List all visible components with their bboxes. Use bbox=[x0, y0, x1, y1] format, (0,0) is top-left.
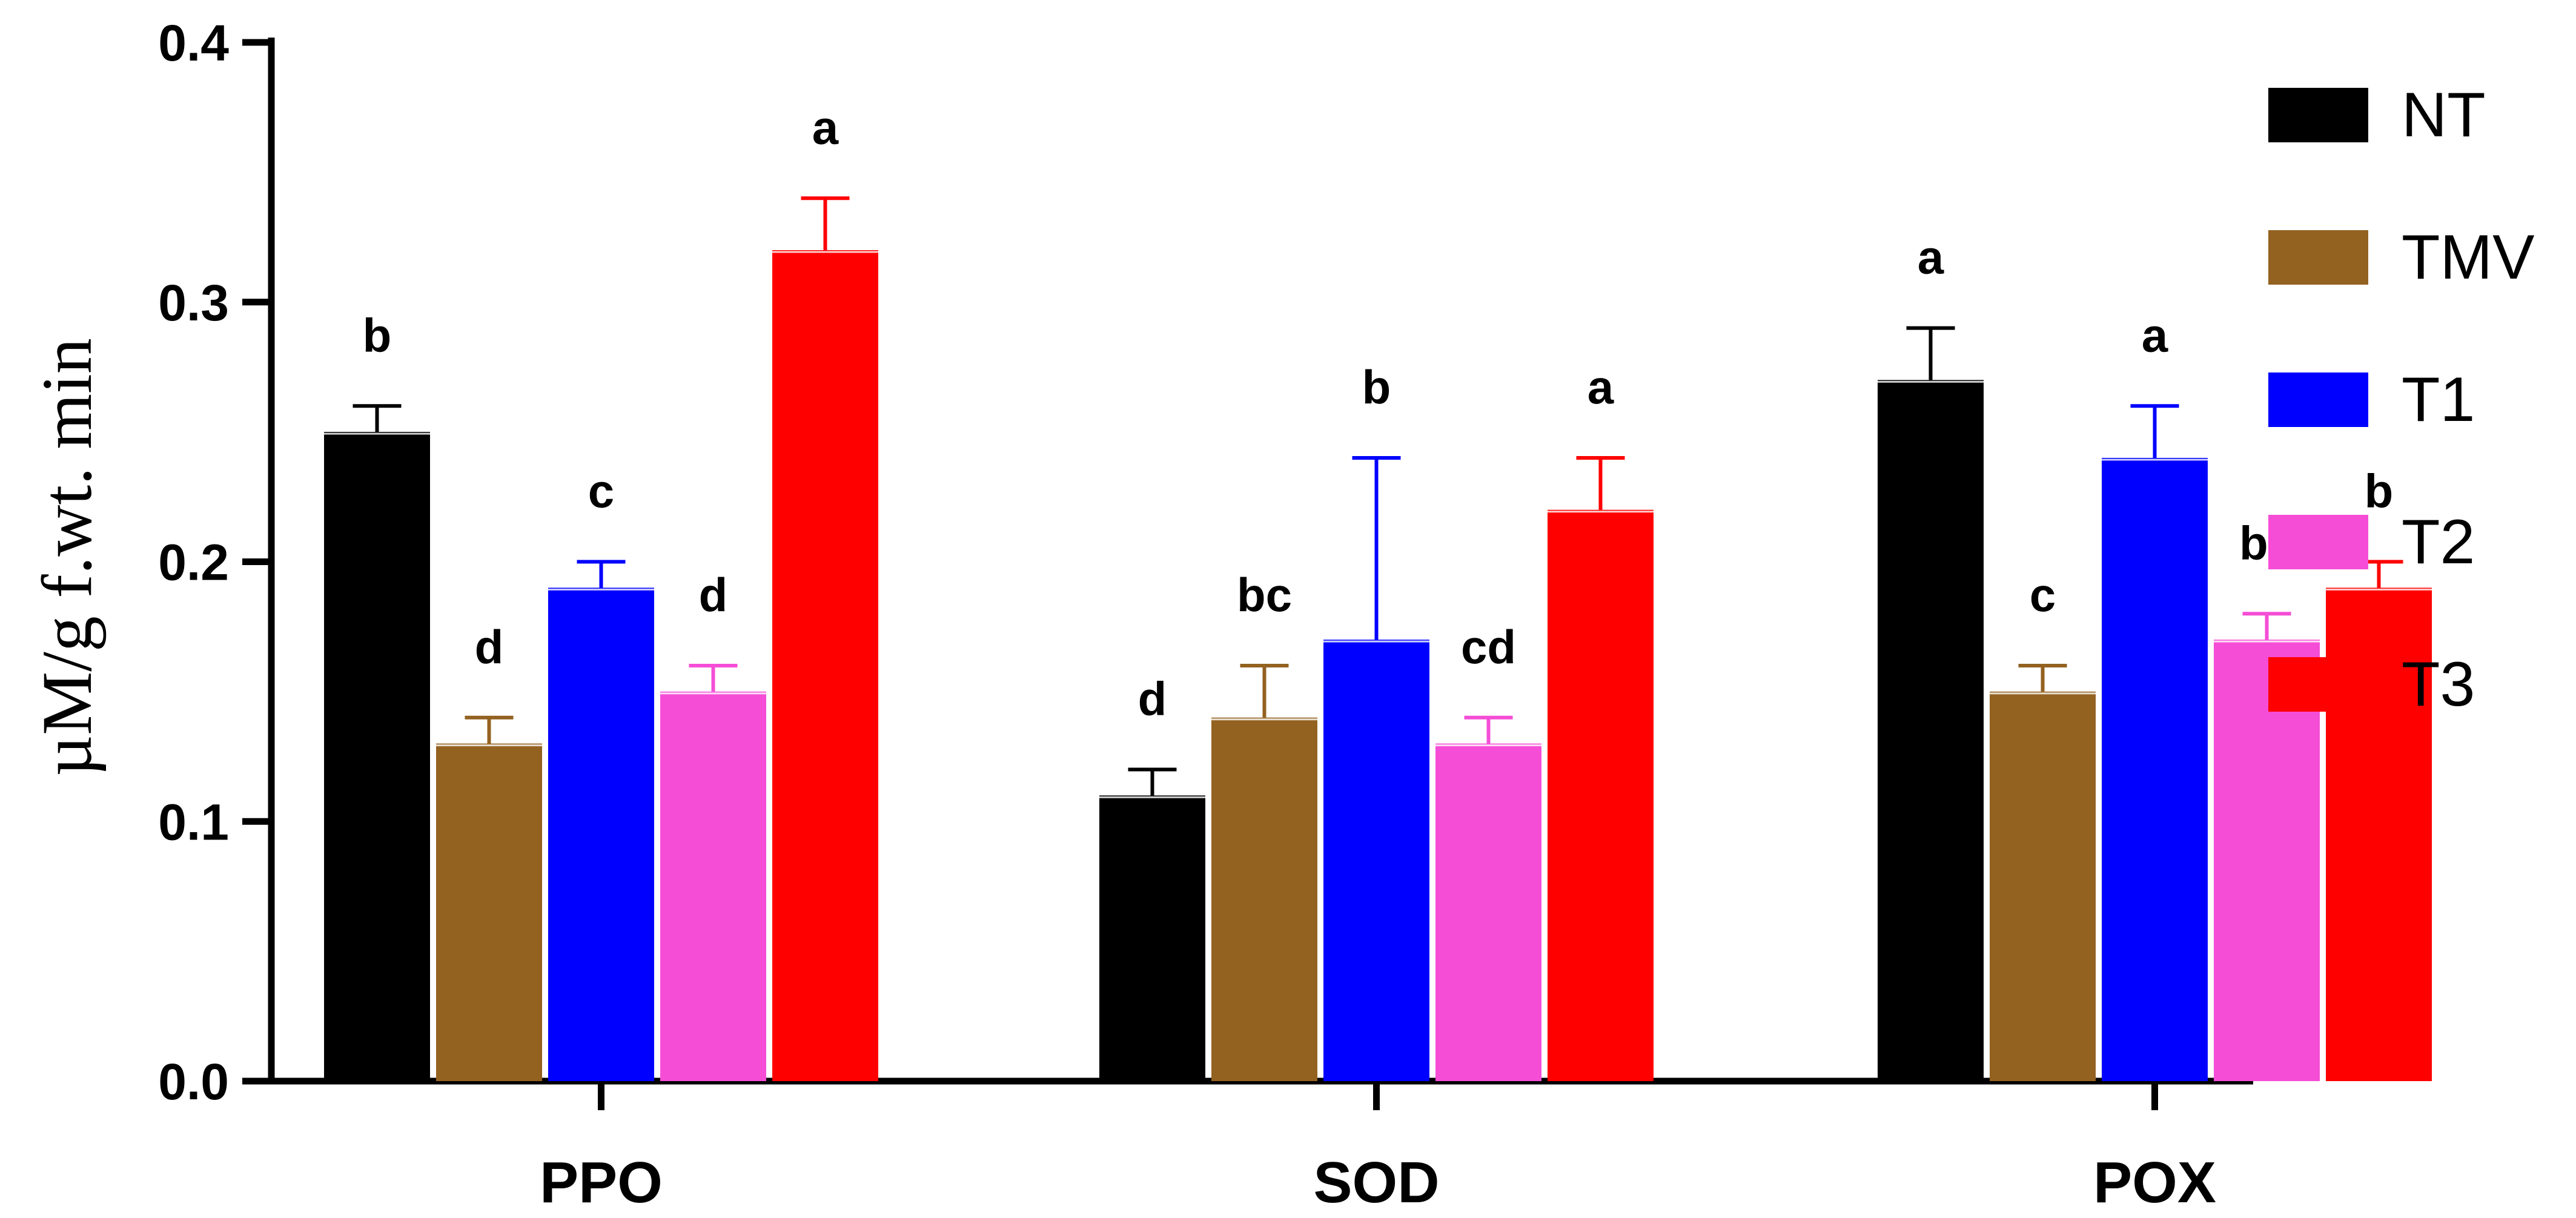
bar-t3-sod bbox=[1548, 509, 1654, 1081]
legend: NT TMV T1 T2 T3 bbox=[2268, 80, 2535, 720]
x-tick-label-ppo: PPO bbox=[540, 1150, 663, 1215]
y-tick-label: 0.0 bbox=[158, 1053, 229, 1110]
legend-label-nt: NT bbox=[2402, 80, 2486, 150]
x-tick-label-pox: POX bbox=[2093, 1150, 2216, 1215]
bar-t2-ppo bbox=[660, 691, 766, 1081]
legend-swatch-nt bbox=[2268, 88, 2368, 142]
legend-label-t2: T2 bbox=[2402, 507, 2475, 577]
bar-tmv-ppo bbox=[436, 743, 542, 1081]
significance-label-tmv-ppo: d bbox=[475, 620, 504, 674]
significance-label-t1-sod: b bbox=[1362, 360, 1391, 414]
legend-swatch-t2 bbox=[2268, 515, 2368, 569]
x-tick-label-sod: SOD bbox=[1313, 1150, 1439, 1215]
significance-label-nt-sod: d bbox=[1138, 672, 1167, 726]
legend-swatch-tmv bbox=[2268, 230, 2368, 285]
bar-nt-pox bbox=[1878, 380, 1984, 1081]
significance-label-nt-pox: a bbox=[1918, 231, 1944, 284]
significance-label-tmv-sod: bc bbox=[1237, 568, 1292, 621]
legend-label-t3: T3 bbox=[2402, 649, 2475, 720]
significance-label-t1-ppo: c bbox=[588, 465, 614, 518]
legend-swatch-t3 bbox=[2268, 657, 2368, 712]
legend-swatch-t1 bbox=[2268, 372, 2368, 427]
y-tick-label: 0.1 bbox=[158, 793, 229, 850]
bar-nt-sod bbox=[1099, 795, 1205, 1081]
bar-t2-sod bbox=[1435, 743, 1541, 1081]
significance-label-t1-pox: a bbox=[2142, 308, 2168, 362]
bar-t3-ppo bbox=[772, 250, 878, 1081]
significance-label-nt-ppo: b bbox=[363, 308, 392, 362]
bar-tmv-sod bbox=[1211, 717, 1317, 1081]
significance-label-t2-sod: cd bbox=[1461, 620, 1516, 674]
bar-tmv-pox bbox=[1990, 691, 2096, 1081]
y-tick-label: 0.3 bbox=[158, 274, 229, 331]
bar-t2-pox bbox=[2214, 640, 2320, 1081]
y-axis-label: µM/g f.wt. min bbox=[27, 338, 107, 776]
legend-label-t1: T1 bbox=[2402, 365, 2475, 435]
significance-label-t2-ppo: d bbox=[699, 568, 728, 621]
bar-t1-pox bbox=[2102, 458, 2208, 1081]
significance-label-t3-pox: b bbox=[2365, 465, 2394, 518]
y-tick-label: 0.2 bbox=[158, 534, 229, 591]
significance-label-t3-sod: a bbox=[1588, 360, 1614, 414]
bar-t1-ppo bbox=[548, 587, 654, 1081]
bar-nt-ppo bbox=[324, 432, 430, 1081]
bar-t1-sod bbox=[1323, 640, 1429, 1081]
significance-label-t3-ppo: a bbox=[812, 101, 839, 154]
legend-label-tmv: TMV bbox=[2402, 222, 2535, 293]
y-tick-label: 0.4 bbox=[158, 15, 229, 71]
significance-label-tmv-pox: c bbox=[2030, 568, 2056, 621]
